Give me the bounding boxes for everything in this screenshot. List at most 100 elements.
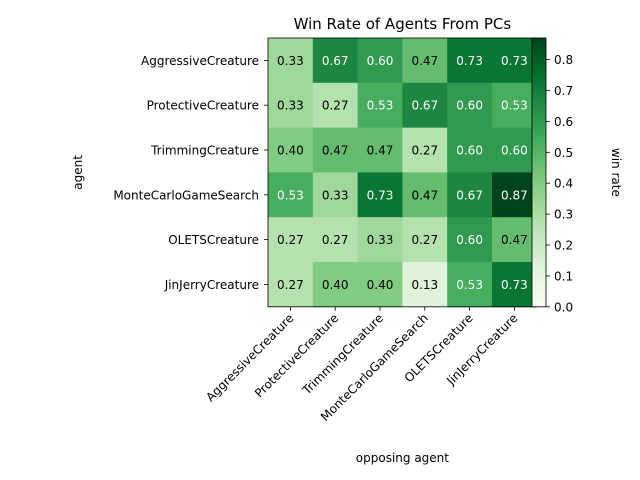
- heatmap-cell: [312, 262, 359, 308]
- cell-value-label: 0.13: [411, 278, 438, 292]
- cell-value-label: 0.27: [322, 99, 349, 113]
- heatmap-cell: [447, 82, 493, 129]
- cell-value-label: 0.27: [322, 233, 349, 247]
- cell-value-label: 0.60: [456, 99, 483, 113]
- heatmap-cell: [402, 172, 448, 218]
- cell-value-label: 0.33: [322, 188, 349, 202]
- cell-value-label: 0.53: [456, 278, 483, 292]
- cell-value-label: 0.53: [367, 99, 394, 113]
- cell-value-label: 0.47: [501, 233, 528, 247]
- heatmap-cell: [447, 127, 493, 173]
- cell-value-label: 0.60: [367, 54, 394, 68]
- cell-value-label: 0.33: [367, 233, 394, 247]
- cell-value-label: 0.67: [322, 54, 349, 68]
- cell-value-label: 0.47: [411, 54, 438, 68]
- cell-value-label: 0.40: [367, 278, 394, 292]
- heatmap-cell: [312, 38, 359, 84]
- heatmap-cell: [402, 82, 448, 129]
- colorbar-tick-label: 0.8: [554, 53, 573, 67]
- heatmap-cell: [492, 172, 538, 218]
- heatmap-cell: [312, 127, 359, 173]
- cell-value-label: 0.33: [277, 99, 304, 113]
- heatmap-cell: [268, 127, 314, 173]
- heatmap-cell: [268, 172, 314, 218]
- heatmap-cell: [492, 217, 538, 263]
- cell-value-label: 0.47: [411, 188, 438, 202]
- heatmap-cell: [402, 262, 448, 308]
- heatmap-cell: [268, 38, 314, 84]
- cell-value-label: 0.27: [411, 144, 438, 158]
- cell-value-label: 0.47: [322, 144, 349, 158]
- colorbar-tick-label: 0.3: [554, 208, 573, 222]
- heatmap-cell: [357, 172, 403, 218]
- cell-value-label: 0.73: [501, 54, 528, 68]
- heatmap-cell: [268, 262, 314, 308]
- cell-value-label: 0.53: [277, 188, 304, 202]
- heatmap-cell: [492, 127, 538, 173]
- heatmap-cell: [402, 217, 448, 263]
- colorbar: 0.0 0.1 0.2 0.3 0.4 0.5 0.6 0.7 0.8: [531, 37, 573, 314]
- x-tick-label: TrimmingCreature: [299, 311, 386, 398]
- heatmap-cell: [357, 82, 403, 129]
- heatmap-cell: [447, 262, 493, 308]
- heatmap-cell: [447, 217, 493, 263]
- heatmap-cell: [492, 262, 538, 308]
- colorbar-tick-label: 0.2: [554, 239, 573, 253]
- heatmap-cell: [268, 82, 314, 129]
- cell-value-label: 0.60: [456, 233, 483, 247]
- x-tick-label: AggressiveCreature: [203, 311, 296, 404]
- heatmap-cell: [312, 82, 359, 129]
- heatmap-cell: [447, 38, 493, 84]
- y-tick-label: AggressiveCreature: [141, 54, 259, 68]
- y-tick-label: OLETSCreature: [168, 233, 259, 247]
- colorbar-tick-label: 0.0: [554, 300, 573, 314]
- colorbar-label: win rate: [609, 148, 623, 197]
- cell-value-label: 0.73: [501, 278, 528, 292]
- cell-value-label: 0.47: [367, 144, 394, 158]
- cell-value-label: 0.53: [501, 99, 528, 113]
- colorbar-tick-label: 0.4: [554, 177, 573, 191]
- colorbar-gradient: [531, 37, 547, 308]
- y-axis: AggressiveCreature ProtectiveCreature Trim…: [113, 54, 268, 292]
- heatmap-cell: [357, 127, 403, 173]
- cell-value-label: 0.27: [277, 278, 304, 292]
- x-axis: AggressiveCreatureProtectiveCreatureTrim…: [203, 306, 521, 424]
- cell-value-label: 0.67: [456, 188, 483, 202]
- colorbar-tick-label: 0.6: [554, 115, 573, 129]
- heatmap-cell: [447, 172, 493, 218]
- cell-value-label: 0.60: [456, 144, 483, 158]
- heatmap-cell: [312, 172, 359, 218]
- chart-title: Win Rate of Agents From PCs: [294, 15, 512, 33]
- cell-value-label: 0.33: [277, 54, 304, 68]
- heatmap-cell: [357, 38, 403, 84]
- colorbar-tick-label: 0.1: [554, 269, 573, 283]
- y-tick-label: TrimmingCreature: [150, 144, 259, 158]
- heatmap-cell: [492, 82, 538, 129]
- heatmap-cell: [312, 217, 359, 263]
- y-tick-label: JinJerryCreature: [164, 278, 259, 292]
- cell-value-label: 0.27: [277, 233, 304, 247]
- x-tick-label: ProtectiveCreature: [252, 311, 341, 400]
- heatmap-cell: [402, 38, 448, 84]
- cell-value-label: 0.40: [277, 144, 304, 158]
- cell-value-label: 0.73: [367, 188, 394, 202]
- cell-value-label: 0.27: [411, 233, 438, 247]
- heatmap-cell: [492, 38, 538, 84]
- cell-value-label: 0.87: [501, 188, 528, 202]
- heatmap-cell: [357, 262, 403, 308]
- cell-value-label: 0.60: [501, 144, 528, 158]
- y-axis-label: agent: [71, 155, 85, 190]
- y-tick-label: MonteCarloGameSearch: [113, 188, 259, 202]
- colorbar-tick-label: 0.5: [554, 146, 573, 160]
- heatmap-cell: [402, 127, 448, 173]
- y-tick-label: ProtectiveCreature: [147, 99, 259, 113]
- cell-value-label: 0.67: [411, 99, 438, 113]
- heatmap-cells: 0.33 0.67 0.60 0.47 0.73 0.73 0.33 0.27 0.53 0.67…: [267, 37, 538, 308]
- cell-value-label: 0.40: [322, 278, 349, 292]
- heatmap-cell: [357, 217, 403, 263]
- x-axis-label: opposing agent: [356, 451, 450, 465]
- cell-value-label: 0.73: [456, 54, 483, 68]
- colorbar-tick-label: 0.7: [554, 84, 573, 98]
